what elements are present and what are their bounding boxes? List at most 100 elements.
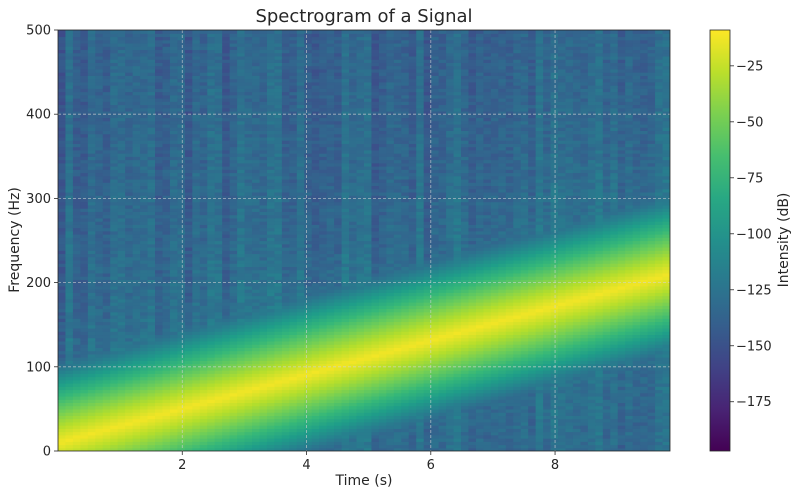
heatmap-cell: [192, 418, 201, 423]
heatmap-cell: [125, 33, 134, 38]
heatmap-cell: [274, 263, 283, 268]
heatmap-cell: [110, 441, 119, 446]
heatmap-cell: [199, 263, 208, 268]
heatmap-cell: [155, 305, 164, 310]
heatmap-cell: [162, 240, 171, 245]
heatmap-cell: [222, 182, 231, 187]
heatmap-cell: [259, 405, 268, 410]
heatmap-cell: [266, 59, 276, 63]
heatmap-cell: [229, 389, 238, 394]
heatmap-cell: [132, 402, 141, 407]
heatmap-cell: [147, 408, 156, 413]
heatmap-cell: [244, 133, 253, 138]
heatmap-cell: [229, 395, 238, 400]
heatmap-cell: [177, 81, 186, 86]
heatmap-cell: [58, 344, 67, 348]
heatmap-cell: [237, 415, 246, 420]
heatmap-cell: [199, 305, 208, 310]
heatmap-cell: [207, 127, 216, 131]
heatmap-cell: [229, 366, 238, 371]
heatmap-cell: [169, 363, 179, 368]
heatmap-cell: [259, 425, 268, 429]
heatmap-cell: [259, 146, 268, 151]
heatmap-cell: [259, 237, 268, 242]
heatmap-cell: [87, 104, 96, 109]
heatmap-cell: [222, 415, 231, 420]
heatmap-cell: [110, 85, 119, 89]
heatmap-cell: [87, 382, 96, 387]
heatmap-cell: [266, 149, 276, 154]
heatmap-cell: [87, 107, 96, 112]
heatmap-cell: [95, 340, 104, 345]
heatmap-cell: [266, 140, 276, 144]
heatmap-cell: [102, 311, 111, 316]
heatmap-cell: [147, 59, 156, 63]
heatmap-cell: [184, 182, 193, 187]
heatmap-cell: [207, 172, 216, 177]
heatmap-cell: [199, 282, 208, 287]
heatmap-cell: [162, 172, 171, 177]
heatmap-cell: [274, 285, 283, 290]
heatmap-cell: [58, 263, 67, 268]
heatmap-cell: [169, 221, 179, 225]
heatmap-cell: [192, 386, 201, 391]
heatmap-cell: [95, 140, 104, 144]
heatmap-cell: [140, 55, 149, 60]
heatmap-cell: [117, 295, 126, 300]
heatmap-cell: [58, 78, 67, 83]
heatmap-cell: [132, 405, 141, 410]
heatmap-cell: [87, 344, 96, 348]
heatmap-cell: [155, 123, 164, 128]
heatmap-cell: [244, 337, 253, 342]
heatmap-cell: [259, 347, 268, 352]
heatmap-cell: [274, 392, 283, 397]
heatmap-cell: [184, 234, 193, 238]
heatmap-cell: [192, 357, 201, 361]
heatmap-cell: [140, 266, 149, 271]
heatmap-cell: [169, 327, 179, 332]
heatmap-cell: [192, 347, 201, 352]
heatmap-cell: [140, 166, 149, 170]
heatmap-cell: [87, 94, 96, 99]
heatmap-cell: [132, 201, 141, 206]
heatmap-cell: [281, 123, 290, 128]
heatmap-cell: [155, 382, 164, 387]
heatmap-cell: [259, 136, 268, 141]
heatmap-cell: [184, 327, 193, 332]
heatmap-cell: [177, 289, 186, 293]
heatmap-cell: [87, 169, 96, 174]
heatmap-cell: [259, 434, 268, 439]
heatmap-cell: [274, 415, 283, 420]
heatmap-cell: [125, 311, 134, 316]
heatmap-cell: [244, 85, 253, 89]
heatmap-cell: [147, 175, 156, 180]
heatmap-cell: [125, 415, 134, 420]
heatmap-cell: [214, 191, 223, 196]
heatmap-cell: [65, 198, 74, 203]
heatmap-cell: [65, 94, 74, 99]
heatmap-cell: [281, 208, 290, 212]
heatmap-cell: [102, 188, 111, 193]
heatmap-cell: [72, 214, 81, 219]
heatmap-cell: [184, 350, 193, 355]
heatmap-cell: [155, 182, 164, 187]
heatmap-cell: [65, 272, 74, 277]
heatmap-cell: [281, 159, 290, 164]
heatmap-cell: [95, 234, 104, 238]
heatmap-cell: [125, 117, 134, 122]
heatmap-cell: [192, 395, 201, 400]
heatmap-cell: [162, 272, 171, 277]
heatmap-cell: [117, 227, 126, 232]
heatmap-cell: [207, 370, 216, 374]
heatmap-cell: [87, 208, 96, 212]
heatmap-cell: [184, 33, 193, 38]
heatmap-cell: [155, 428, 164, 433]
heatmap-cell: [252, 104, 261, 109]
heatmap-cell: [229, 110, 238, 115]
heatmap-cell: [155, 402, 164, 407]
heatmap-cell: [229, 382, 238, 387]
heatmap-cell: [237, 169, 246, 174]
heatmap-cell: [169, 78, 179, 83]
heatmap-cell: [169, 373, 179, 378]
heatmap-cell: [214, 110, 223, 115]
